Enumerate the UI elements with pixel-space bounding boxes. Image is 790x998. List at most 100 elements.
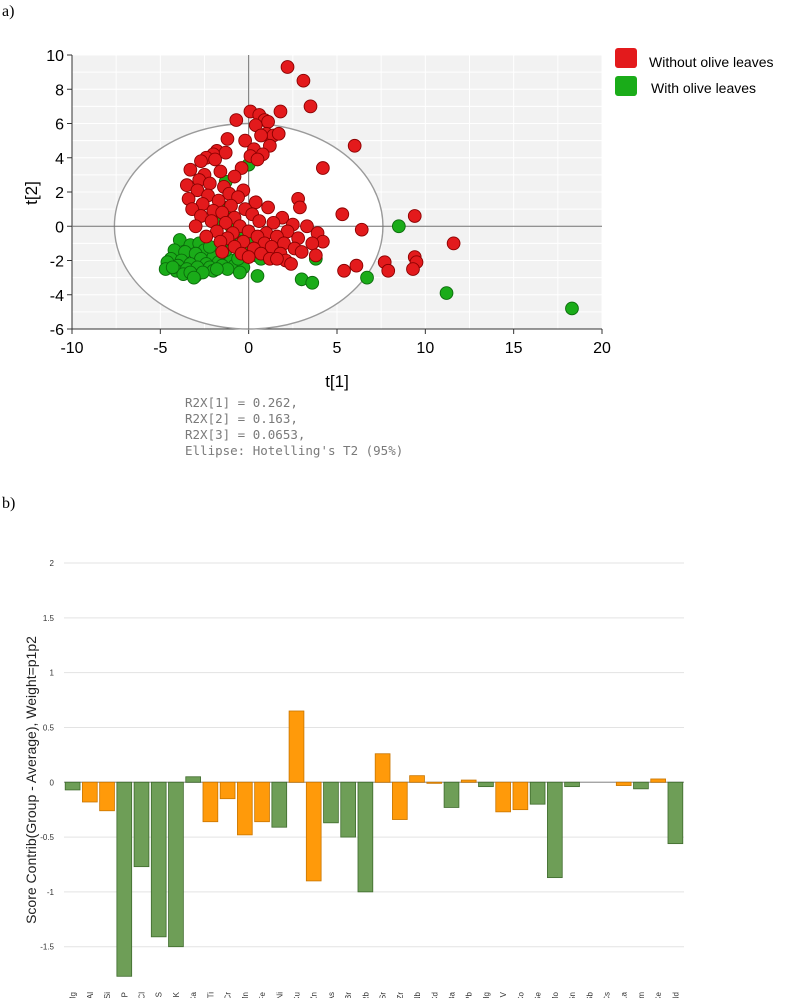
point-without-olive-leaves <box>218 215 233 230</box>
bar-category-label: Cl <box>138 992 147 998</box>
bar-category-label: Fe <box>258 991 267 998</box>
point-without-olive-leaves <box>254 128 268 143</box>
point-without-olive-leaves <box>381 263 396 278</box>
bar-category-label: Mn <box>241 992 250 998</box>
bar-category-label: Hg <box>482 992 491 998</box>
bar-pb <box>460 779 477 783</box>
point-without-olive-leaves <box>202 176 217 191</box>
point-without-olive-leaves <box>294 245 309 259</box>
bar-category-label: Mg <box>69 992 78 998</box>
bar-cl <box>133 781 150 868</box>
bar-nd <box>667 781 684 845</box>
scatter-y-tick-label: 2 <box>55 185 64 202</box>
bar-p <box>116 781 133 977</box>
bar-v <box>495 781 511 813</box>
point-without-olive-leaves <box>213 164 228 179</box>
bar-category-label: Ce <box>654 991 663 998</box>
bar-category-label: Mo <box>551 991 560 998</box>
panel-a-label: a) <box>2 3 14 20</box>
point-without-olive-leaves <box>271 126 286 141</box>
point-without-olive-leaves <box>354 222 369 237</box>
point-with-olive-leaves <box>565 301 579 316</box>
point-without-olive-leaves <box>218 145 233 160</box>
bar-ba <box>443 781 460 808</box>
bar-br <box>340 781 356 838</box>
scatter-x-tick-label: 20 <box>593 340 611 357</box>
bar-mg <box>64 781 81 791</box>
bar-ni <box>271 781 288 828</box>
bar-cr <box>219 781 236 800</box>
bar-mo <box>547 781 563 879</box>
bar-y-tick-label: 2 <box>50 559 55 568</box>
bar-y-tick-label: 1.5 <box>43 614 55 623</box>
bar-category-label: As <box>327 992 336 998</box>
point-with-olive-leaves <box>250 269 265 283</box>
scatter-y-tick-label: 8 <box>55 82 64 99</box>
bar-al <box>82 781 98 803</box>
bar-category-label: Ni <box>275 992 284 998</box>
point-without-olive-leaves <box>406 262 420 276</box>
bar-category-label: La <box>620 991 629 998</box>
bar-category-label: Co <box>516 991 525 998</box>
bar-s <box>150 781 167 938</box>
bar-category-label: Sr <box>379 992 388 998</box>
bar-category-label: Nd <box>671 992 680 998</box>
bar-category-label: Cu <box>293 992 302 998</box>
scatter-chart: -10 -5 0 5 10 15 20 -6 -4 -2 0 2 4 6 8 10 t[1] t[2] Wit… <box>22 48 774 458</box>
point-without-olive-leaves <box>273 104 288 119</box>
bar-category-label: Ba <box>448 991 457 998</box>
point-with-olive-leaves <box>439 286 454 300</box>
point-without-olive-leaves <box>188 219 203 234</box>
scatter-x-tick-label: 15 <box>505 340 523 357</box>
bar-se <box>529 781 546 805</box>
bar-ce <box>650 778 666 783</box>
point-without-olive-leaves <box>238 133 252 148</box>
point-without-olive-leaves <box>347 138 362 153</box>
legend-label-without-olive-leaves: Without olive leaves <box>649 54 774 70</box>
scatter-y-tick-label: 0 <box>55 219 64 236</box>
scatter-y-axis-label: t[2] <box>22 181 41 205</box>
scatter-legend: Without olive leaves With olive leaves <box>615 48 774 96</box>
point-without-olive-leaves <box>215 245 230 259</box>
bar-y-tick-label: 0 <box>50 778 55 787</box>
scatter-x-tick-label: 10 <box>416 340 434 357</box>
point-without-olive-leaves <box>261 114 275 129</box>
scatter-x-axis-label: t[1] <box>325 372 349 391</box>
scatter-x-tick-label: -5 <box>153 340 167 357</box>
bar-category-label: Zn <box>310 992 319 998</box>
point-with-olive-leaves <box>210 262 224 276</box>
point-without-olive-leaves <box>337 263 351 278</box>
panel-b-label: b) <box>2 495 15 512</box>
bar-category-label: Sm <box>637 992 646 998</box>
point-without-olive-leaves <box>446 236 461 251</box>
point-without-olive-leaves <box>316 161 330 175</box>
scatter-x-tick-label: -10 <box>60 340 83 357</box>
bar-y-tick-label: -1.5 <box>40 943 54 952</box>
bar-category-label: Cr <box>224 992 233 998</box>
scatter-y-tick-label: -2 <box>50 254 64 271</box>
point-with-olive-leaves <box>391 219 406 234</box>
bar-category-label: V <box>499 991 508 997</box>
bar-category-label: Nb <box>413 991 422 998</box>
bar-rb <box>357 781 374 893</box>
legend-label-with-olive-leaves: With olive leaves <box>651 80 756 96</box>
point-with-olive-leaves <box>305 275 320 290</box>
bar-mn <box>237 781 253 836</box>
point-without-olive-leaves <box>308 248 323 263</box>
point-without-olive-leaves <box>252 214 267 228</box>
bar-category-labels: Mg Al Si P Cl S K Ca Ti Cr Mn Fe Ni Cu Zn As Br Rb Sr Zr Nb C… <box>69 991 681 998</box>
bar-sr <box>374 753 391 783</box>
point-without-olive-leaves <box>335 207 350 222</box>
bar-k <box>168 781 184 948</box>
bar-category-label: Pb <box>465 991 474 998</box>
scatter-y-tick-label: 6 <box>55 117 64 134</box>
bar-category-label: Se <box>534 991 543 998</box>
legend-swatch-without-olive-leaves <box>615 48 637 68</box>
bar-as <box>323 781 339 824</box>
bar-sm <box>633 781 649 790</box>
bar-category-label: S <box>155 992 164 997</box>
point-without-olive-leaves <box>300 219 314 234</box>
point-without-olive-leaves <box>194 154 208 169</box>
point-without-olive-leaves <box>293 200 307 215</box>
bar-y-axis-label: Score Contrib(Group - Average), Weight=p… <box>23 636 39 924</box>
